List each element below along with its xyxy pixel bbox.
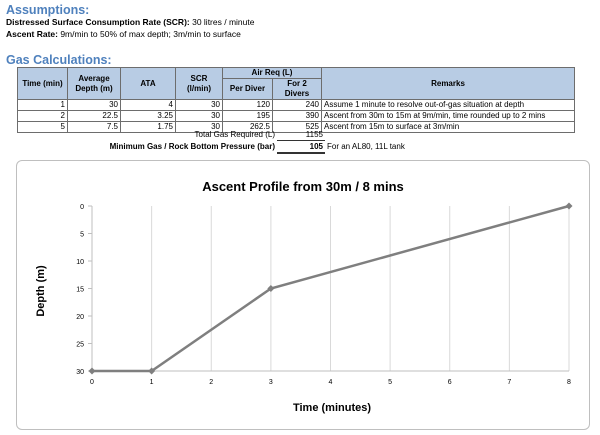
ascent-profile-chart: Ascent Profile from 30m / 8 mins Time (m…: [35, 179, 573, 414]
table-row: 5 7.5 1.75 30 262.5 525 Ascent from 15m …: [17, 121, 575, 133]
gas-table: Time (min) Average Depth (m) ATA SCR (l/…: [17, 67, 575, 133]
cell-scr: 30: [175, 121, 223, 133]
data-point: [565, 202, 573, 210]
data-point: [267, 285, 275, 292]
cell-ata: 4: [120, 99, 176, 111]
cell-depth: 7.5: [67, 121, 121, 133]
y-tick-label: 25: [76, 342, 84, 349]
header-remarks: Remarks: [321, 67, 575, 100]
y-tick-label: 10: [76, 259, 84, 266]
gas-heading: Gas Calculations:: [6, 53, 112, 67]
cell-scr: 30: [175, 99, 223, 111]
assumptions-heading: Assumptions:: [6, 3, 90, 17]
scr-value: 30 litres / minute: [189, 17, 255, 27]
data-point: [88, 367, 96, 375]
header-time: Time (min): [17, 67, 68, 100]
header-air-req: Air Req (L): [222, 67, 322, 79]
x-tick-label: 0: [90, 379, 94, 386]
cell-time: 1: [17, 99, 68, 111]
x-tick-label: 1: [150, 379, 154, 386]
table-row: 1 30 4 30 120 240 Assume 1 minute to res…: [17, 99, 575, 111]
y-tick-label: 30: [76, 369, 84, 376]
cell-time: 5: [17, 121, 68, 133]
scr-label: Distressed Surface Consumption Rate (SCR…: [6, 17, 190, 27]
x-tick-label: 7: [507, 379, 511, 386]
total-gas-value: 1155: [305, 130, 323, 139]
min-gas-label: Minimum Gas / Rock Bottom Pressure (bar): [109, 142, 275, 151]
cell-ata: 3.25: [120, 110, 176, 122]
cell-scr: 30: [175, 110, 223, 122]
data-point: [148, 367, 156, 375]
x-tick-label: 2: [209, 379, 213, 386]
axes: [88, 205, 569, 372]
cell-two-divers: 525: [272, 121, 322, 133]
cell-depth: 30: [67, 99, 121, 111]
x-tick-label: 5: [388, 379, 392, 386]
min-gas-note: For an AL80, 11L tank: [327, 142, 405, 151]
chart-container: Ascent Profile from 30m / 8 mins Time (m…: [16, 160, 590, 430]
cell-two-divers: 240: [272, 99, 322, 111]
y-tick-label: 20: [76, 314, 84, 321]
cell-depth: 22.5: [67, 110, 121, 122]
x-tick-label: 4: [329, 379, 333, 386]
tick-labels: 0 1 2 3 4 5 6 7 8 0 5 10 15 20 25 30: [76, 204, 571, 386]
y-axis-label: Depth (m): [35, 265, 47, 317]
x-tick-label: 6: [448, 379, 452, 386]
series-line: [92, 204, 570, 373]
cell-ata: 1.75: [120, 121, 176, 133]
series: [88, 202, 573, 375]
header-scr: SCR (l/min): [175, 67, 223, 100]
x-axis-label: Time (minutes): [293, 402, 371, 414]
header-two-divers: For 2 Divers: [272, 78, 322, 100]
x-tick-label: 8: [567, 379, 571, 386]
y-tick-label: 5: [80, 232, 84, 239]
total-underline: [277, 140, 325, 141]
cell-per-diver: 195: [222, 110, 273, 122]
cell-time: 2: [17, 110, 68, 122]
min-gas-value: 105: [309, 142, 323, 151]
ascent-label: Ascent Rate:: [6, 29, 58, 39]
ascent-value: 9m/min to 50% of max depth; 3m/min to su…: [57, 29, 241, 39]
header-avg-depth: Average Depth (m): [67, 67, 121, 100]
x-tick-label: 3: [269, 379, 273, 386]
ascent-assumption: Ascent Rate: 9m/min to 50% of max depth;…: [6, 29, 241, 40]
chart-title: Ascent Profile from 30m / 8 mins: [202, 179, 404, 194]
scr-assumption: Distressed Surface Consumption Rate (SCR…: [6, 17, 254, 28]
cell-per-diver: 120: [222, 99, 273, 111]
min-gas-underline: [277, 152, 325, 154]
y-tick-label: 15: [76, 287, 84, 294]
cell-two-divers: 390: [272, 110, 322, 122]
y-tick-label: 0: [80, 204, 84, 211]
cell-remark: Assume 1 minute to resolve out-of-gas si…: [321, 99, 575, 111]
cell-remark: Ascent from 30m to 15m at 9m/min, time r…: [321, 110, 575, 122]
header-per-diver: Per Diver: [222, 78, 273, 100]
grid-lines: [151, 206, 570, 371]
table-row: 2 22.5 3.25 30 195 390 Ascent from 30m t…: [17, 110, 575, 122]
cell-remark: Ascent from 15m to surface at 3m/min: [321, 121, 575, 133]
header-ata: ATA: [120, 67, 176, 100]
total-gas-label: Total Gas Required (L): [194, 130, 275, 139]
